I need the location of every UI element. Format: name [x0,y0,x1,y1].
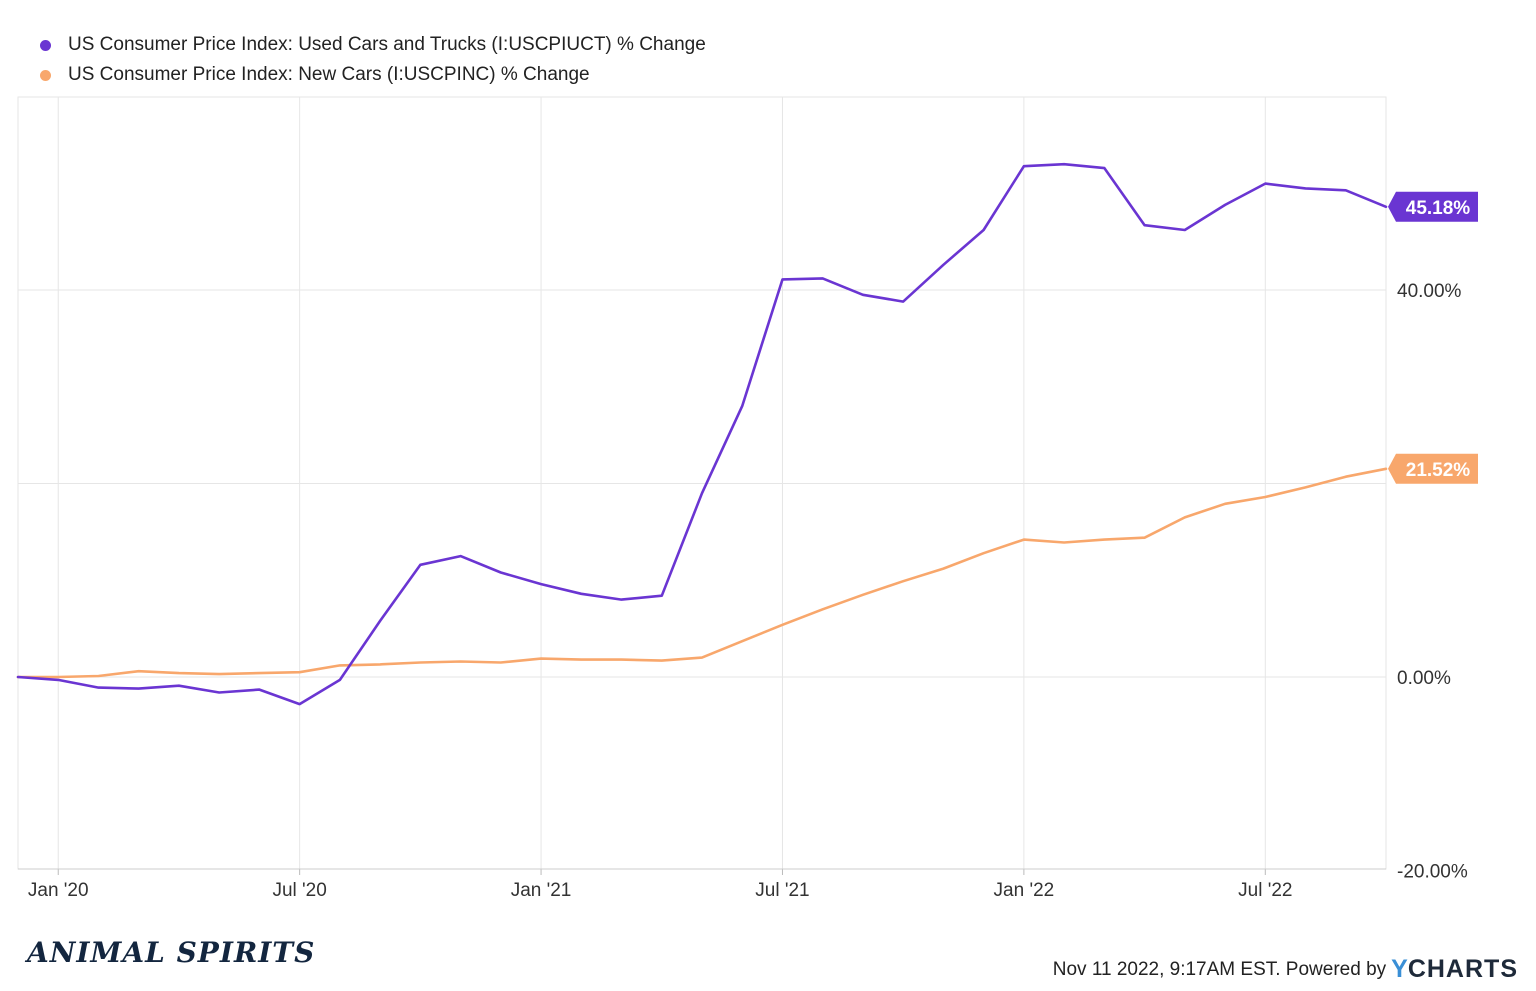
footer-attribution: Nov 11 2022, 9:17AM EST. Powered by Y CHA… [1053,955,1518,984]
x-tick-label: Jul '22 [1238,880,1292,901]
ycharts-logo-text[interactable]: CHARTS [1407,955,1518,983]
y-tick-label: 40.00% [1397,281,1462,302]
line-chart: Jan '20 Jul '20 Jan '21 Jul '21 Jan '22 Jul '… [16,96,1478,901]
end-label-bg-new-cars [1388,453,1478,484]
series-line-used-cars [16,162,1388,706]
x-tick-label: Jul '20 [272,880,326,901]
x-tick-label: Jan '22 [994,880,1055,901]
legend-marker-used-cars [40,39,51,51]
legend-label-used-cars: US Consumer Price Index: Used Cars and T… [68,34,706,55]
legend-item-new-cars[interactable]: US Consumer Price Index: New Cars (I:USC… [40,60,706,90]
legend-item-used-cars[interactable]: US Consumer Price Index: Used Cars and T… [40,30,706,60]
footer-timestamp: Nov 11 2022, 9:17AM EST. Powered by [1052,958,1387,980]
end-label-used-cars: 45.18% [1406,198,1471,219]
series-line-new-cars [16,467,1388,679]
x-tick-label: Jan '21 [511,880,572,901]
end-label-bg-used-cars [1388,191,1478,222]
animal-spirits-logo: ANIMAL SPIRITS [27,936,316,969]
x-tick-label: Jan '20 [28,880,89,901]
legend-marker-new-cars [40,69,51,81]
x-tick-label: Jul '21 [755,880,809,901]
y-tick-label: 0.00% [1397,668,1451,689]
y-tick-label: -20.00% [1397,862,1468,883]
legend-label-new-cars: US Consumer Price Index: New Cars (I:USC… [68,64,590,85]
chart-legend: US Consumer Price Index: Used Cars and T… [40,30,706,90]
end-label-new-cars: 21.52% [1406,460,1471,481]
ycharts-logo-y[interactable]: Y [1391,955,1408,983]
